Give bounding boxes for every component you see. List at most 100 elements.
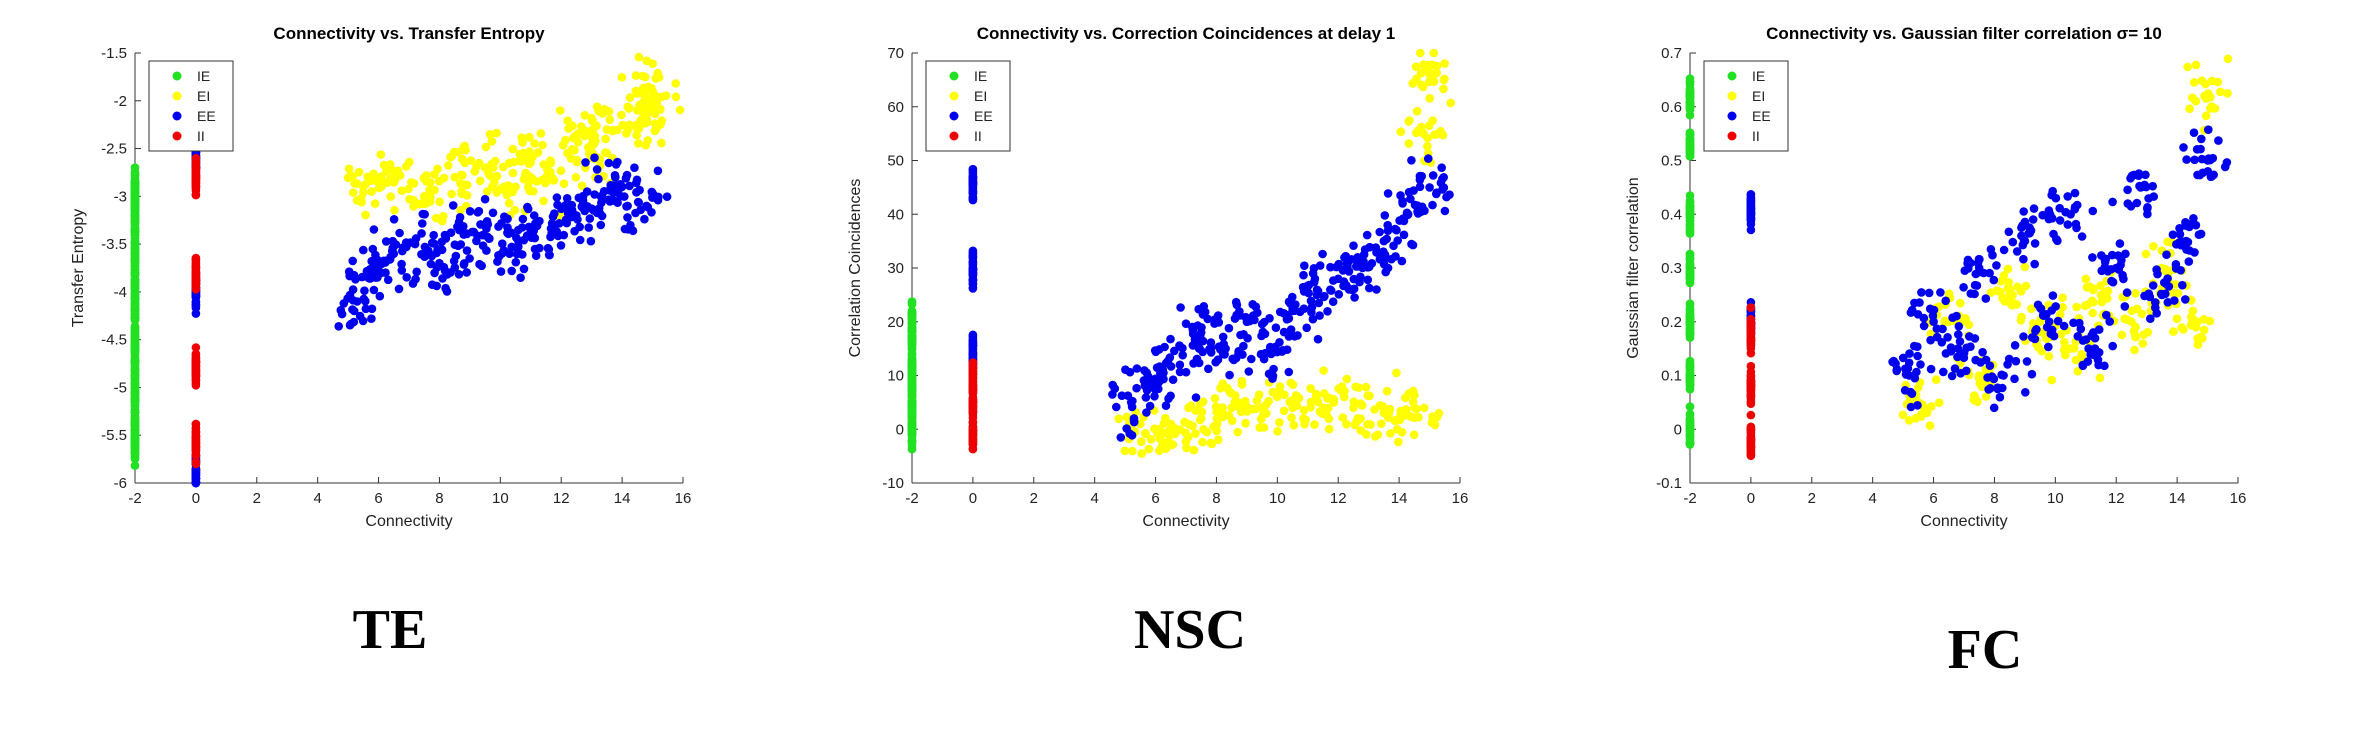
data-point-ei bbox=[370, 199, 380, 208]
data-point-ee bbox=[2032, 325, 2041, 334]
data-point-ie bbox=[1685, 299, 1695, 309]
data-point-ee bbox=[1343, 262, 1352, 272]
data-point-ee bbox=[968, 330, 978, 340]
data-point-ee bbox=[1166, 391, 1175, 401]
data-point-ee bbox=[1231, 297, 1241, 307]
data-point-ee bbox=[2122, 288, 2132, 297]
data-point-ei bbox=[366, 176, 376, 186]
data-point-ee bbox=[1380, 250, 1390, 260]
chart-caption: NSC bbox=[1134, 599, 1246, 661]
data-point-ei bbox=[390, 205, 399, 215]
data-point-ee bbox=[1358, 263, 1367, 273]
data-point-ei bbox=[2055, 310, 2065, 319]
data-point-ei bbox=[1217, 411, 1227, 420]
data-point-ee bbox=[515, 249, 524, 258]
data-point-ii bbox=[1746, 399, 1756, 409]
data-point-ee bbox=[623, 213, 632, 222]
legend-marker-ee bbox=[172, 111, 182, 121]
data-point-ii bbox=[191, 419, 201, 429]
data-point-ei bbox=[430, 185, 439, 195]
data-point-ie bbox=[1685, 364, 1695, 373]
x-tick-label: 14 bbox=[1391, 490, 1408, 507]
data-point-ee bbox=[617, 182, 627, 192]
data-point-ie bbox=[1685, 418, 1695, 428]
data-point-ee bbox=[1264, 369, 1274, 379]
data-point-ei bbox=[1273, 427, 1282, 436]
data-point-ee bbox=[505, 249, 514, 258]
data-point-ei bbox=[2139, 330, 2148, 340]
data-point-ee bbox=[1188, 325, 1198, 335]
data-point-ee bbox=[653, 166, 663, 176]
data-point-ee bbox=[1955, 337, 1965, 346]
data-point-ii bbox=[191, 379, 201, 388]
data-point-ei bbox=[1417, 80, 1426, 90]
data-point-ee bbox=[369, 285, 379, 295]
data-point-ei bbox=[501, 182, 511, 191]
data-point-ee bbox=[437, 237, 447, 247]
y-tick-label: 40 bbox=[887, 206, 904, 223]
legend-marker-ei bbox=[1727, 91, 1737, 101]
data-point-ee bbox=[632, 175, 642, 185]
data-point-ii bbox=[968, 407, 978, 416]
data-point-ee bbox=[556, 241, 566, 250]
data-point-ee bbox=[1352, 255, 1361, 264]
data-point-ei bbox=[405, 157, 414, 167]
data-point-ei bbox=[472, 162, 481, 171]
data-point-ee bbox=[418, 209, 428, 219]
y-tick-label: 30 bbox=[887, 260, 904, 277]
data-point-ii bbox=[191, 350, 201, 360]
data-point-ei bbox=[1227, 416, 1237, 426]
data-point-ee bbox=[411, 274, 420, 284]
data-point-ee bbox=[1204, 364, 1213, 374]
data-point-ee bbox=[559, 230, 569, 240]
data-point-ei bbox=[642, 115, 651, 125]
data-point-ee bbox=[2181, 236, 2191, 246]
data-point-ee bbox=[2203, 156, 2212, 165]
data-point-ee bbox=[2132, 198, 2142, 208]
data-point-ee bbox=[337, 309, 347, 319]
data-point-ei bbox=[444, 161, 453, 170]
data-point-ee bbox=[2140, 291, 2149, 301]
data-point-ee bbox=[1966, 258, 1975, 268]
data-point-ei bbox=[524, 182, 533, 192]
data-point-ee bbox=[1359, 250, 1369, 259]
data-point-ei bbox=[571, 173, 581, 182]
data-point-ee bbox=[1347, 285, 1357, 295]
data-point-ei bbox=[458, 189, 468, 198]
data-point-ie bbox=[907, 366, 917, 376]
data-point-ee bbox=[381, 268, 390, 278]
series-ie bbox=[130, 163, 140, 470]
data-point-ei bbox=[511, 182, 520, 192]
data-point-ee bbox=[968, 275, 978, 284]
data-point-ee bbox=[1939, 367, 1948, 377]
data-point-ee bbox=[1910, 341, 1919, 351]
data-point-ei bbox=[1429, 48, 1438, 58]
data-point-ee bbox=[360, 286, 369, 296]
data-point-ee bbox=[1988, 250, 1997, 260]
data-point-ei bbox=[577, 122, 586, 131]
data-point-ei bbox=[577, 181, 587, 191]
data-point-ee bbox=[1170, 346, 1179, 356]
series-ii bbox=[1746, 303, 1756, 461]
data-point-ee bbox=[1315, 261, 1325, 270]
data-point-ee bbox=[519, 264, 529, 274]
data-point-ii bbox=[1746, 348, 1756, 358]
data-point-ei bbox=[1416, 48, 1425, 58]
data-point-ee bbox=[1356, 272, 1365, 282]
data-point-ee bbox=[1409, 186, 1418, 195]
data-point-ei bbox=[1230, 391, 1240, 400]
data-point-ee bbox=[2011, 356, 2021, 366]
data-point-ee bbox=[1962, 343, 1971, 353]
data-point-ee bbox=[584, 223, 593, 232]
x-tick-label: 4 bbox=[313, 490, 321, 507]
data-point-ei bbox=[2173, 289, 2183, 298]
y-tick-label: -2 bbox=[114, 93, 127, 110]
data-point-ei bbox=[1166, 419, 1176, 429]
data-point-ee bbox=[480, 220, 490, 230]
data-point-ei bbox=[1414, 413, 1423, 422]
data-point-ei bbox=[2130, 345, 2139, 355]
data-point-ee bbox=[1123, 391, 1133, 401]
data-point-ee bbox=[581, 158, 590, 167]
data-point-ii bbox=[968, 371, 978, 380]
